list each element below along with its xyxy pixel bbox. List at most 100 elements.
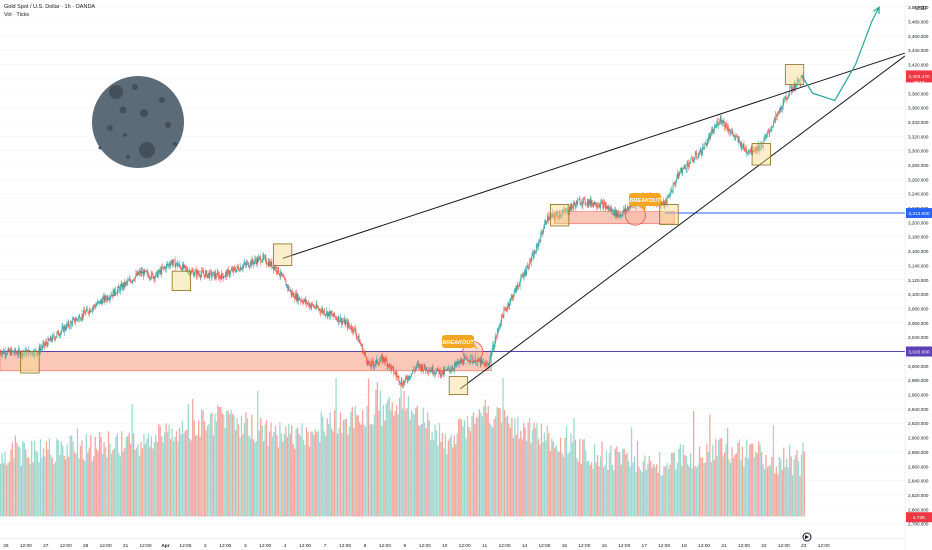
volume-bar: [119, 456, 121, 517]
projection-arrowhead[interactable]: [873, 5, 880, 15]
candle-body: [33, 354, 35, 356]
candle-body: [598, 205, 599, 207]
candle-body: [164, 267, 166, 268]
volume-bar: [212, 435, 215, 517]
highlight-box-8[interactable]: [784, 64, 805, 86]
volume-bar: [625, 454, 627, 517]
breakout-circles[interactable]: [462, 204, 646, 362]
candle-body: [453, 365, 455, 370]
volume-bar: [57, 440, 59, 517]
candle-body: [790, 87, 792, 92]
candle-body: [567, 208, 568, 213]
candle-body: [756, 147, 757, 152]
price-axis[interactable]: USD3,500.0003,480.0003,460.0003,440.0003…: [904, 0, 932, 550]
volume-bar: [610, 445, 612, 517]
candle-body: [70, 321, 72, 323]
candle-body: [523, 275, 525, 277]
trendline-upper[interactable]: [282, 52, 906, 259]
candle-body: [474, 357, 476, 361]
volume-bar: [388, 396, 390, 517]
volume-bar: [653, 464, 655, 517]
candle-body: [9, 350, 10, 352]
time-tick-label: 12:00: [140, 543, 152, 549]
volume-bar: [716, 455, 718, 517]
candle-body: [58, 335, 60, 336]
highlight-box-3[interactable]: [272, 243, 293, 266]
price-axis-bg: [905, 0, 932, 550]
volume-bar: [65, 459, 67, 517]
candle-body: [499, 324, 501, 328]
chart-legend[interactable]: Gold Spot / U.S. Dollar · 1h · OANDA Vol…: [4, 3, 95, 19]
volume-bar: [703, 463, 705, 517]
highlight-box-6[interactable]: [659, 204, 679, 225]
candle-body: [589, 200, 590, 204]
highlight-box-2[interactable]: [171, 270, 192, 291]
volume-bar: [766, 467, 769, 517]
candle-body: [757, 146, 759, 150]
highlight-box-5[interactable]: [549, 204, 570, 227]
volume-bar: [382, 404, 384, 517]
volume-bar: [431, 431, 433, 517]
candle-body: [769, 131, 771, 134]
volume-bar: [555, 444, 557, 517]
candle-body: [561, 215, 562, 216]
candle-body: [421, 365, 423, 371]
volume-bar: [657, 472, 659, 517]
candle-body: [185, 267, 187, 269]
candle-body: [165, 267, 166, 270]
candle-body: [663, 200, 664, 204]
breakout-label-1[interactable]: BREAKOUT: [442, 335, 478, 350]
volume-bar: [750, 443, 752, 517]
projection-path[interactable]: [801, 6, 880, 102]
candle-body: [16, 352, 18, 355]
highlight-box-1[interactable]: [20, 351, 40, 374]
candle-body: [317, 307, 319, 309]
candle-body: [408, 376, 410, 379]
volume-bar: [559, 437, 562, 517]
candle-body: [51, 340, 53, 341]
candle-body: [572, 205, 574, 209]
breakout-label-2[interactable]: BREAKOUT: [629, 193, 661, 212]
volume-bar: [731, 447, 733, 517]
currency-label[interactable]: USD: [915, 6, 927, 12]
symbol-title[interactable]: Gold Spot / U.S. Dollar · 1h · OANDA: [4, 4, 96, 10]
candle-body: [432, 367, 434, 374]
candle-body: [663, 200, 665, 207]
volume-bar: [153, 442, 155, 517]
candle-body: [83, 310, 85, 313]
candle-body: [571, 203, 573, 207]
horizontal-levels[interactable]: [0, 212, 905, 352]
highlight-box-4[interactable]: [448, 376, 469, 395]
volume-bar: [159, 425, 161, 517]
candle-body: [168, 263, 170, 266]
candle-body: [471, 356, 473, 362]
candle-body: [49, 336, 51, 341]
candle-body: [608, 208, 610, 210]
candle-body: [274, 266, 276, 270]
volume-bar: [565, 426, 568, 517]
volume-bar: [486, 413, 488, 517]
highlight-box-7[interactable]: [751, 143, 771, 166]
volume-bar: [237, 424, 240, 517]
candle-body: [155, 272, 157, 278]
candle-body: [243, 264, 245, 266]
trendlines[interactable]: [282, 52, 906, 390]
candle-body: [103, 296, 105, 302]
candle-body: [298, 296, 300, 300]
volume-bar: [121, 431, 123, 517]
candle-body: [261, 261, 262, 263]
volume-bar: [66, 444, 68, 517]
trendline-lower[interactable]: [459, 55, 906, 390]
highlight-boxes[interactable]: [20, 64, 805, 395]
projection-arrow[interactable]: [801, 5, 880, 102]
candle-body: [710, 132, 712, 139]
candle-body: [165, 264, 167, 270]
replay-icon[interactable]: [802, 532, 812, 542]
time-axis[interactable]: 26 12:00 27 12:00 28 12:00 31 12:00 Apr 12:00 2 12:…: [0, 538, 905, 550]
volume-bar: [462, 426, 464, 517]
volume-indicator-label[interactable]: Vol · Ticks: [4, 12, 30, 18]
candle-body: [268, 261, 270, 267]
time-tick-label: 12:00: [419, 543, 431, 549]
